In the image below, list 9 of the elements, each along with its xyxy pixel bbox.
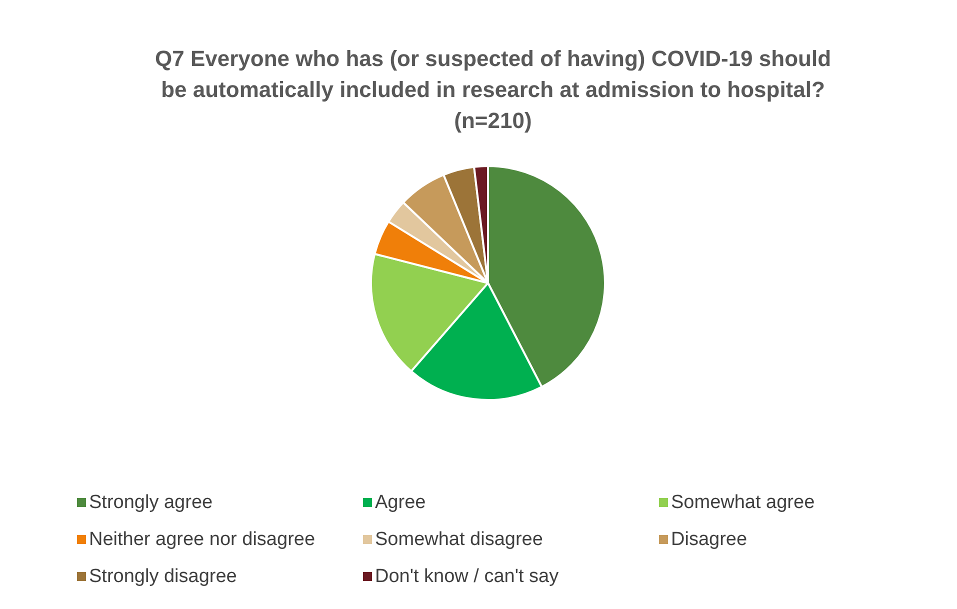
legend-label: Don't know / can't say: [375, 566, 560, 587]
legend-label: Neither agree nor disagree: [89, 529, 316, 550]
legend-label: Agree: [375, 492, 426, 513]
legend-label: Strongly disagree: [89, 566, 237, 587]
chart-title: Q7 Everyone who has (or suspected of having) COVID-19 should be automatically included in research at admission to hospital? (n=210): [154, 46, 832, 133]
legend-label: Strongly agree: [89, 492, 213, 513]
legend-label: Disagree: [671, 529, 748, 550]
legend-label: Somewhat disagree: [375, 529, 543, 550]
legend-label: Somewhat agree: [671, 492, 815, 513]
